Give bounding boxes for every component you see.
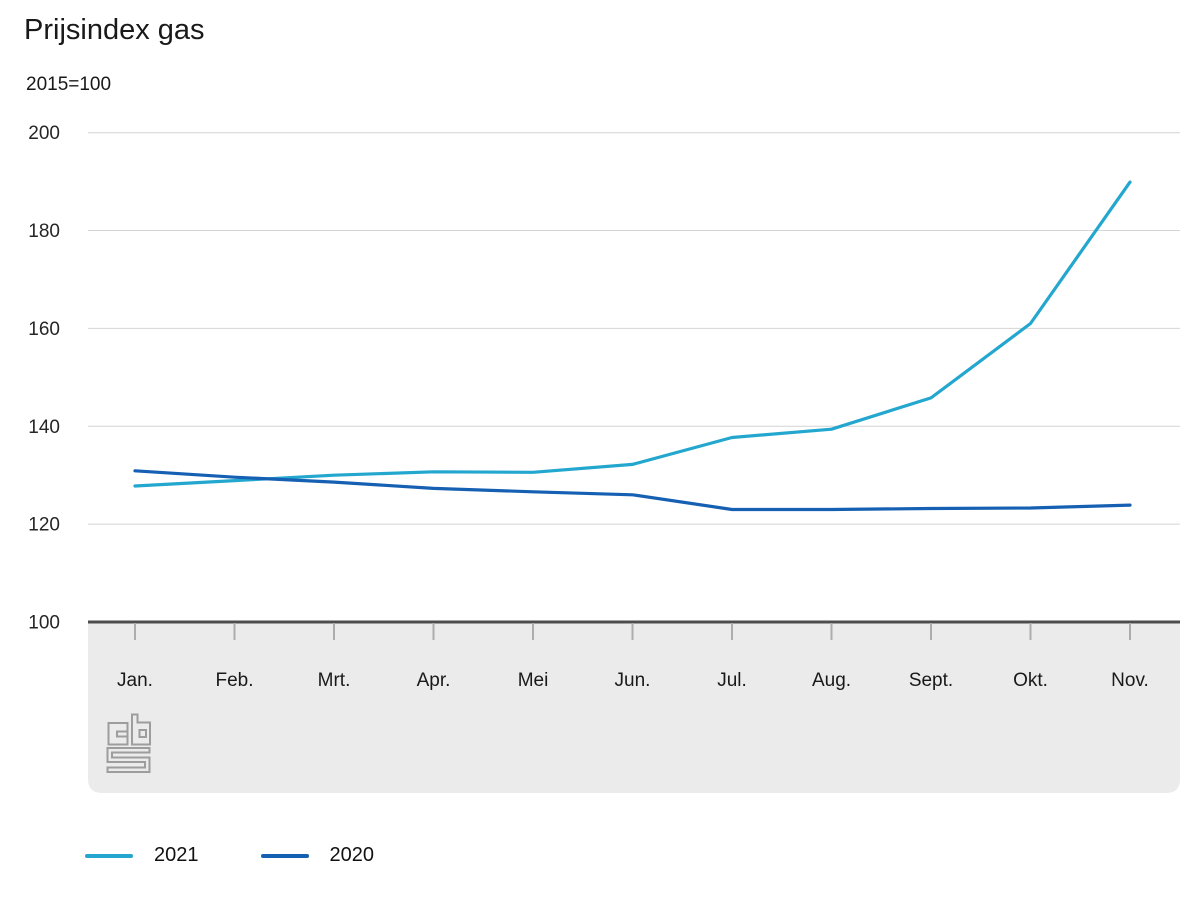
chart-underlay: 100 120 140 160 180 200 Jan. Feb. Mrt. Apr. Mei Jun… (28, 123, 1180, 793)
x-axis-tick-label: Feb. (215, 670, 253, 691)
cbs-logo (106, 713, 151, 773)
chart-series-layer (133, 180, 1132, 512)
y-axis-tick-label: 120 (28, 515, 60, 536)
chart-subtitle: 2015=100 (26, 74, 112, 95)
x-axis-tick-label: Jul. (717, 670, 747, 691)
series-line-2021 (133, 180, 1132, 488)
legend-swatch-2021 (85, 853, 133, 858)
y-axis-tick-label: 200 (28, 123, 60, 144)
series-line-2020 (133, 469, 1132, 512)
x-axis-tick-label: Okt. (1013, 670, 1048, 691)
x-axis-tick-label: Apr. (417, 670, 451, 691)
x-axis-tick-label: Nov. (1111, 670, 1149, 691)
plot-band (88, 622, 1180, 793)
legend-swatch-2020 (260, 853, 309, 858)
x-axis-tick-label: Jan. (117, 670, 153, 691)
x-axis-tick-label: Sept. (909, 670, 953, 691)
legend-label-2020: 2020 (329, 844, 375, 866)
x-axis-tick-label: Mei (518, 670, 549, 691)
x-axis-tick-label: Jun. (615, 670, 651, 691)
x-axis-tick-label: Mrt. (318, 670, 351, 691)
y-axis-tick-label: 140 (28, 417, 60, 438)
legend: 2021 2020 (85, 844, 374, 867)
y-axis-tick-label: 160 (28, 319, 60, 340)
y-axis-tick-label: 180 (28, 221, 60, 242)
x-axis-tick-label: Aug. (812, 670, 851, 691)
chart-title: Prijsindex gas (24, 14, 205, 46)
chart-canvas: 100 120 140 160 180 200 Jan. Feb. Mrt. Apr. Mei Jun… (28, 123, 1180, 793)
legend-item-2020[interactable]: 2020 (260, 844, 375, 867)
legend-item-2021[interactable]: 2021 (85, 844, 199, 867)
legend-label-2021: 2021 (154, 844, 199, 866)
y-axis-tick-label: 100 (28, 613, 60, 634)
